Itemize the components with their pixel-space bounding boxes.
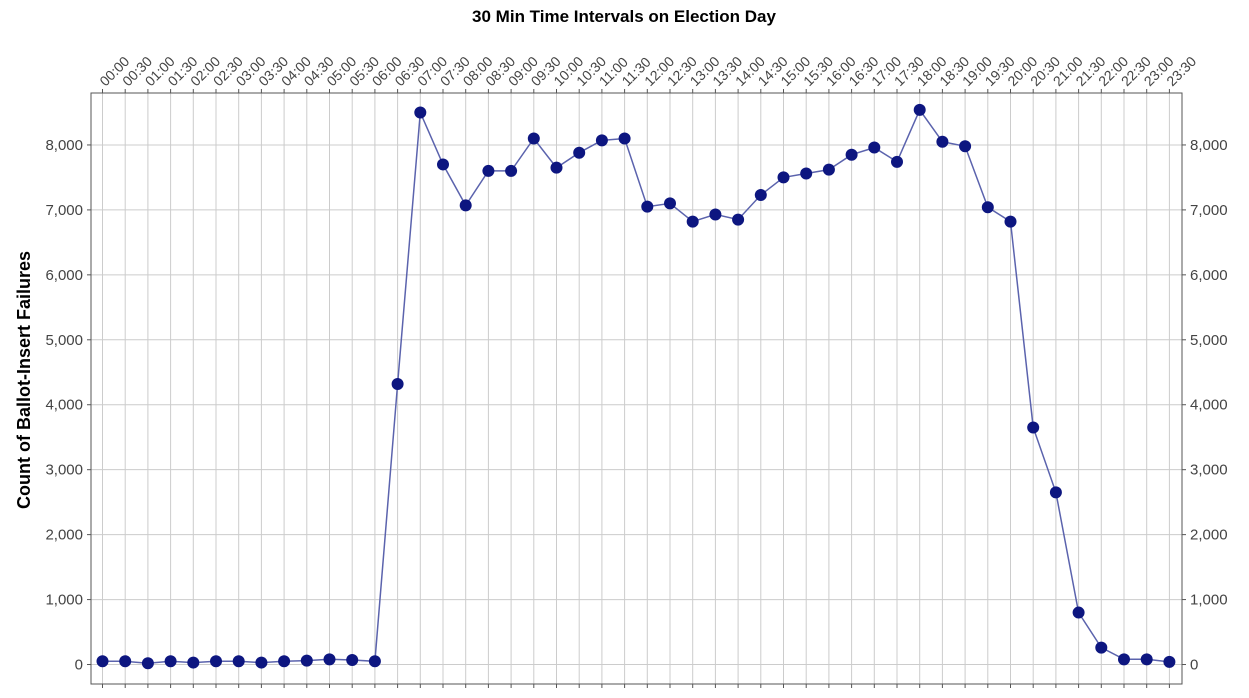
- data-point: [437, 158, 449, 171]
- y-tick-label-right: 2,000: [1190, 527, 1228, 544]
- y-tick-label-left: 0: [75, 657, 83, 674]
- data-point: [822, 163, 835, 176]
- data-point: [595, 134, 608, 147]
- data-point: [1072, 606, 1085, 619]
- data-point: [414, 106, 427, 119]
- data-point: [459, 199, 472, 212]
- data-point: [278, 655, 291, 668]
- data-point: [959, 140, 972, 153]
- data-point: [164, 655, 177, 668]
- y-tick-label-left: 7,000: [45, 202, 83, 219]
- y-tick-label-right: 7,000: [1190, 202, 1228, 219]
- data-point: [1049, 486, 1062, 499]
- data-point: [573, 146, 586, 159]
- data-point: [482, 164, 495, 177]
- data-point: [550, 161, 563, 174]
- data-point: [232, 655, 245, 668]
- data-point: [777, 171, 790, 184]
- plot-frame: [90, 92, 1183, 685]
- axes: 0 0 1,000 1,000 2,000 2,000 3,000 3,000 4,000 4,0…: [45, 53, 1228, 688]
- data-point: [210, 655, 222, 668]
- data-point: [754, 188, 767, 201]
- data-point: [641, 200, 654, 213]
- data-point: [255, 656, 268, 669]
- data-point: [187, 656, 200, 669]
- y-tick-label-left: 4,000: [45, 397, 83, 414]
- data-point: [936, 135, 949, 148]
- data-point: [868, 141, 881, 154]
- data-point: [664, 197, 676, 210]
- data-point: [1163, 655, 1176, 668]
- data-point: [981, 201, 994, 214]
- chart-title: 30 Min Time Intervals on Election Day: [472, 7, 776, 26]
- y-tick-label-right: 4,000: [1190, 397, 1228, 414]
- data-point: [1118, 653, 1130, 666]
- data-point: [1140, 653, 1153, 666]
- y-tick-label-right: 3,000: [1190, 462, 1228, 479]
- y-tick-label-right: 0: [1190, 657, 1198, 674]
- grid-lines: [91, 93, 1182, 684]
- data-point: [913, 103, 926, 116]
- y-tick-label-left: 2,000: [45, 527, 83, 544]
- data-point: [368, 655, 381, 668]
- y-tick-label-left: 5,000: [45, 332, 83, 349]
- y-tick-label-right: 5,000: [1190, 332, 1228, 349]
- y-tick-label-right: 1,000: [1190, 592, 1228, 609]
- data-point: [141, 657, 154, 670]
- y-tick-label-left: 6,000: [45, 267, 83, 284]
- data-point: [1004, 215, 1017, 228]
- data-point: [618, 132, 631, 145]
- data-point: [1095, 641, 1108, 654]
- y-tick-label-left: 3,000: [45, 462, 83, 479]
- data-point: [732, 213, 745, 226]
- series-line: [102, 108, 1170, 664]
- data-point: [527, 132, 540, 145]
- data-point: [845, 148, 858, 161]
- y-tick-label-left: 8,000: [45, 137, 83, 154]
- y-tick-label-right: 6,000: [1190, 267, 1228, 284]
- data-point: [709, 208, 722, 221]
- data-point: [119, 655, 132, 668]
- y-tick-label-right: 8,000: [1190, 137, 1228, 154]
- data-point: [300, 654, 313, 667]
- data-point: [505, 164, 518, 177]
- data-point: [323, 653, 336, 666]
- data-point: [346, 653, 359, 666]
- y-tick-label-left: 1,000: [45, 592, 83, 609]
- data-point: [686, 215, 699, 228]
- data-point: [800, 167, 813, 180]
- data-points: [96, 103, 1176, 670]
- series-line-layer: [102, 108, 1170, 664]
- data-point: [891, 155, 903, 168]
- data-point: [96, 655, 109, 668]
- data-point: [391, 377, 404, 390]
- y-axis-label: Count of Ballot-Insert Failures: [14, 251, 34, 509]
- data-point: [1027, 421, 1040, 434]
